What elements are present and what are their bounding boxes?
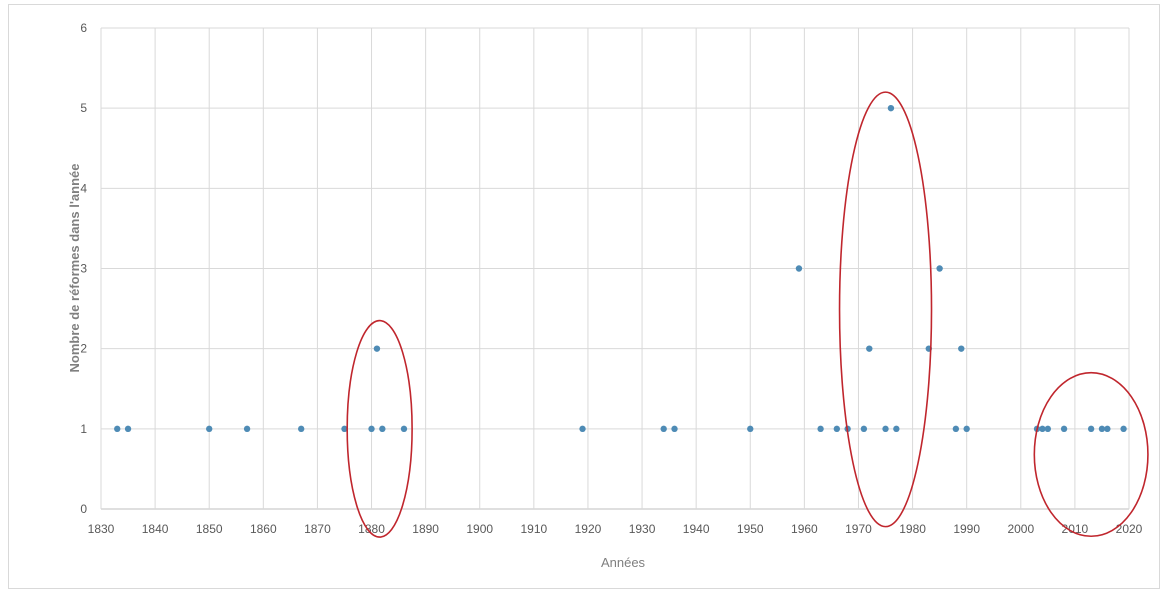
data-point [373, 345, 381, 352]
highlight-ellipse [838, 91, 933, 528]
data-point [1039, 425, 1046, 433]
data-point [860, 425, 868, 433]
y-axis-ticks: 0 1 2 3 4 5 6 [80, 21, 87, 516]
grid [100, 27, 1130, 510]
data-point [1087, 425, 1095, 433]
data-point [379, 425, 386, 433]
data-point [400, 425, 408, 433]
data-point [1104, 425, 1111, 433]
data-point [1098, 425, 1106, 433]
x-tick-label: 1930 [629, 522, 656, 536]
data-point [368, 425, 375, 433]
x-tick-label: 1980 [899, 522, 926, 536]
x-tick-label: 1940 [683, 522, 710, 536]
x-tick-label: 1920 [575, 522, 602, 536]
data-point [1060, 425, 1068, 433]
data-point [887, 104, 895, 112]
y-tick-label: 5 [80, 101, 87, 115]
x-tick-label: 1860 [250, 522, 277, 536]
y-tick-label: 1 [80, 422, 87, 436]
data-point [833, 425, 841, 433]
data-point [660, 425, 667, 433]
data-point [243, 425, 251, 433]
x-tick-label: 1840 [142, 522, 169, 536]
x-tick-label: 1960 [791, 522, 818, 536]
data-point [893, 425, 900, 433]
x-tick-label: 1850 [196, 522, 223, 536]
y-tick-label: 0 [80, 502, 87, 516]
y-axis-title: Nombre de réformes dans l'année [67, 164, 82, 373]
data-point [952, 425, 960, 433]
x-axis-title: Années [601, 555, 646, 570]
data-point [297, 425, 305, 433]
data-point [795, 265, 803, 272]
data-point [206, 425, 213, 433]
data-point [124, 425, 132, 433]
highlight-ellipses [346, 91, 1149, 538]
x-tick-label: 1990 [953, 522, 980, 536]
x-tick-label: 2020 [1116, 522, 1143, 536]
data-point [936, 265, 943, 272]
x-tick-label: 1900 [466, 522, 493, 536]
x-tick-label: 1870 [304, 522, 331, 536]
highlight-ellipse [346, 319, 413, 538]
x-tick-label: 2000 [1007, 522, 1034, 536]
x-tick-label: 1910 [520, 522, 547, 536]
x-tick-label: 2010 [1062, 522, 1089, 536]
highlight-ellipse [1033, 371, 1149, 538]
data-point [579, 425, 586, 433]
y-tick-label: 6 [80, 21, 87, 35]
y-tick-label: 4 [80, 181, 87, 195]
data-point [114, 425, 121, 433]
data-point [963, 425, 970, 433]
x-tick-label: 1890 [412, 522, 439, 536]
data-point [1044, 425, 1052, 433]
y-tick-label: 3 [80, 262, 87, 276]
data-point [341, 425, 348, 433]
data-point [1120, 425, 1127, 433]
data-point [671, 425, 678, 433]
x-tick-label: 1970 [845, 522, 872, 536]
data-point [817, 425, 824, 433]
data-point [747, 425, 754, 433]
data-point [958, 345, 965, 352]
data-point [866, 345, 873, 352]
x-tick-label: 1950 [737, 522, 764, 536]
y-tick-label: 2 [80, 342, 87, 356]
x-tick-label: 1830 [88, 522, 115, 536]
x-axis-ticks: 1830 1840 1850 1860 1870 1880 1890 1900 1910 1920… [88, 522, 1143, 536]
data-point [882, 425, 889, 433]
